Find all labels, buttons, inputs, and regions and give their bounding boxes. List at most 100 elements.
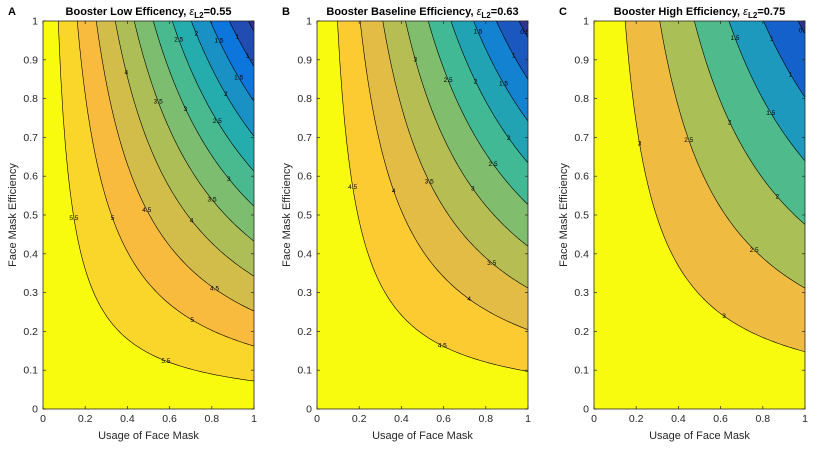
x-axis-label: Usage of Face Mask bbox=[372, 430, 473, 442]
contour-label: 2.5 bbox=[489, 161, 498, 168]
y-tick-label: 0.9 bbox=[574, 54, 589, 66]
contour-label: 3 bbox=[638, 141, 642, 148]
contour-label: 3 bbox=[722, 313, 726, 320]
contour-label: 2.5 bbox=[174, 37, 183, 44]
x-tick-label: 0.4 bbox=[671, 413, 686, 425]
contour-fills bbox=[594, 21, 805, 409]
contour-fills bbox=[43, 21, 254, 409]
contour-line-2 bbox=[190, 21, 254, 137]
contour-label: 4.5 bbox=[438, 343, 447, 350]
x-tick-label: 0 bbox=[591, 413, 597, 425]
y-tick-label: 0 bbox=[583, 404, 589, 416]
y-tick-label: 0.4 bbox=[574, 248, 589, 260]
contour-label: 3.5 bbox=[208, 197, 217, 204]
contour-lines: 4.5 4.5 4 4 3.5 3.5 3 3 2.5 2.5 2 2 1.5 1.5 1 0.5 bbox=[337, 21, 529, 372]
contour-label: 4 bbox=[125, 70, 129, 77]
x-tick-label: 0.2 bbox=[78, 413, 93, 425]
contour-label: 3.5 bbox=[425, 179, 434, 186]
contour-line-4 bbox=[359, 21, 528, 331]
panel-title: Booster Baseline Efficiency, εL2=0.63 bbox=[326, 6, 518, 20]
contour-label: 0.5 bbox=[799, 28, 808, 35]
contour-label: 3 bbox=[413, 57, 417, 64]
y-tick-label: 0.6 bbox=[23, 171, 38, 183]
contour-line-2 bbox=[694, 21, 805, 225]
contour-band bbox=[229, 21, 254, 67]
x-tick-label: 1 bbox=[802, 413, 808, 425]
contour-label: 1 bbox=[789, 71, 793, 78]
contour-label: 2.5 bbox=[213, 118, 222, 125]
y-tick-label: 0.8 bbox=[574, 93, 589, 105]
contour-label: 1.5 bbox=[473, 29, 482, 36]
y-tick-label: 0.1 bbox=[23, 365, 38, 377]
contour-line-4 bbox=[114, 21, 254, 277]
contour-line-0.5 bbox=[518, 21, 528, 38]
panel-a: 5.5 5.5 5 5 4.5 4.5 4 4 3.5 3.5 3 3 2.5 2.5 2 2 1.5 1.5 1 1… bbox=[7, 6, 257, 442]
contour-label: 2 bbox=[507, 135, 511, 142]
contour-label: 1.5 bbox=[499, 80, 508, 87]
x-tick-label: 0.8 bbox=[755, 413, 770, 425]
contour-line-3 bbox=[405, 21, 528, 247]
contour-label: 3.5 bbox=[487, 260, 496, 267]
contour-label: 2 bbox=[224, 91, 228, 98]
contour-line-1 bbox=[495, 21, 528, 80]
y-tick-label: 1 bbox=[32, 16, 38, 28]
y-tick-label: 0.1 bbox=[297, 365, 312, 377]
contour-line-5 bbox=[76, 21, 254, 347]
x-tick-label: 1 bbox=[251, 413, 257, 425]
y-axis-label: Face Mask Efficiency bbox=[281, 163, 293, 267]
contour-line-0.5 bbox=[248, 21, 254, 32]
y-tick-label: 0.4 bbox=[23, 248, 38, 260]
y-tick-label: 0.3 bbox=[23, 287, 38, 299]
contour-label: 2 bbox=[776, 194, 780, 201]
contour-line-0.5 bbox=[797, 21, 805, 34]
y-tick-label: 0.1 bbox=[574, 365, 589, 377]
x-tick-label: 0.4 bbox=[120, 413, 135, 425]
x-tick-label: 1 bbox=[525, 413, 531, 425]
x-tick-label: 0.6 bbox=[162, 413, 177, 425]
y-tick-label: 0.8 bbox=[297, 93, 312, 105]
y-tick-label: 0.4 bbox=[297, 248, 312, 260]
x-tick-label: 0 bbox=[314, 413, 320, 425]
contour-line-1 bbox=[763, 21, 805, 98]
contour-label: 5.5 bbox=[161, 358, 170, 365]
contour-line-2 bbox=[450, 21, 528, 164]
contour-line-2.5 bbox=[659, 21, 805, 289]
contour-label: 4 bbox=[392, 188, 396, 195]
x-axis-label: Usage of Face Mask bbox=[98, 430, 199, 442]
y-axis-label: Face Mask Efficiency bbox=[7, 163, 19, 267]
contour-label: 2 bbox=[194, 31, 198, 38]
y-tick-label: 0.2 bbox=[297, 326, 312, 338]
contour-line-4.5 bbox=[337, 21, 528, 372]
contour-label: 5 bbox=[111, 215, 115, 222]
x-tick-label: 0.4 bbox=[394, 413, 409, 425]
contour-line-4.5 bbox=[95, 21, 254, 312]
contour-label: 4 bbox=[190, 217, 194, 224]
contour-label: 1 bbox=[770, 36, 774, 43]
contour-label: 4 bbox=[467, 296, 471, 303]
contour-label: 2 bbox=[728, 119, 732, 126]
panel-letter: C bbox=[559, 6, 567, 18]
y-tick-label: 0.8 bbox=[23, 93, 38, 105]
contour-label: 5 bbox=[190, 317, 194, 324]
y-tick-label: 0.2 bbox=[574, 326, 589, 338]
y-tick-label: 1 bbox=[583, 16, 589, 28]
contour-line-3 bbox=[624, 21, 805, 353]
panel-title: Booster High Efficiency, εL2=0.75 bbox=[614, 6, 785, 20]
contour-label: 0.5 bbox=[520, 29, 529, 36]
contour-label: 3.5 bbox=[154, 99, 163, 106]
x-axis-label: Usage of Face Mask bbox=[649, 430, 750, 442]
y-tick-label: 0 bbox=[32, 404, 38, 416]
contour-label: 4.5 bbox=[210, 286, 219, 293]
y-tick-label: 0.7 bbox=[297, 132, 312, 144]
contour-label: 1 bbox=[246, 53, 250, 60]
contour-label: 1.5 bbox=[214, 37, 223, 44]
contour-line-2.5 bbox=[427, 21, 528, 205]
contour-label: 2 bbox=[474, 78, 478, 85]
y-tick-label: 0 bbox=[306, 404, 312, 416]
contour-label: 3 bbox=[227, 176, 231, 183]
contour-line-3.5 bbox=[382, 21, 528, 289]
contour-label: 2.5 bbox=[444, 77, 453, 84]
x-tick-label: 0 bbox=[40, 413, 46, 425]
contour-label: 2.5 bbox=[684, 137, 693, 144]
y-tick-label: 0.5 bbox=[574, 210, 589, 222]
